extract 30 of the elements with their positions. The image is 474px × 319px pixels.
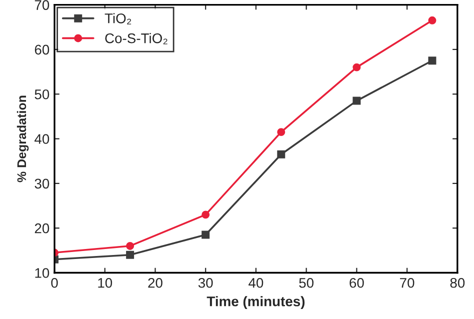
point — [277, 128, 286, 136]
x-axis-title: Time (minutes) — [206, 296, 305, 310]
x-tick-label: 50 — [299, 278, 314, 288]
point — [428, 16, 436, 24]
y-tick-label: 20 — [34, 223, 50, 234]
y-tick-label: 10 — [35, 268, 50, 278]
legend-label: TiO₂ — [104, 13, 132, 24]
point — [202, 230, 210, 239]
y-axis-title: % Degradation — [16, 96, 29, 182]
x-tick-label: 40 — [248, 278, 264, 288]
y-tick-label: 50 — [34, 89, 50, 100]
x-tick-label: 20 — [148, 278, 162, 288]
x-tick-label: 80 — [450, 278, 465, 288]
y-tick-label: 60 — [34, 44, 50, 55]
point — [126, 250, 134, 259]
point — [126, 242, 134, 250]
point — [428, 56, 436, 65]
point — [202, 210, 210, 219]
x-tick-label: 0 — [51, 278, 58, 288]
x-tick-label: 30 — [198, 278, 213, 288]
legend-label: Co-S-TiO₂ — [105, 33, 168, 44]
x-tick-label: 10 — [98, 278, 112, 288]
point — [277, 150, 286, 158]
y-tick-label: 70 — [34, 0, 50, 10]
point — [352, 63, 361, 72]
x-tick-label: 70 — [400, 278, 414, 288]
x-tick-label: 60 — [350, 278, 364, 288]
y-tick-label: 40 — [34, 134, 50, 144]
y-tick-label: 30 — [34, 178, 50, 189]
point — [352, 96, 361, 105]
